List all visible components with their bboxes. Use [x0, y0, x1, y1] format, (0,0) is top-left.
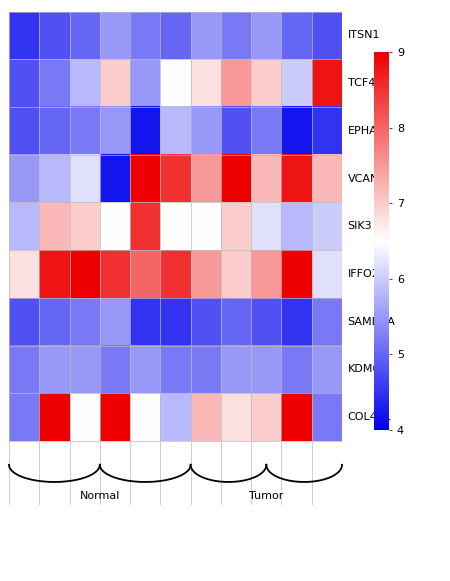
Text: Normal: Normal	[80, 491, 120, 501]
Text: Tumor: Tumor	[249, 491, 284, 501]
